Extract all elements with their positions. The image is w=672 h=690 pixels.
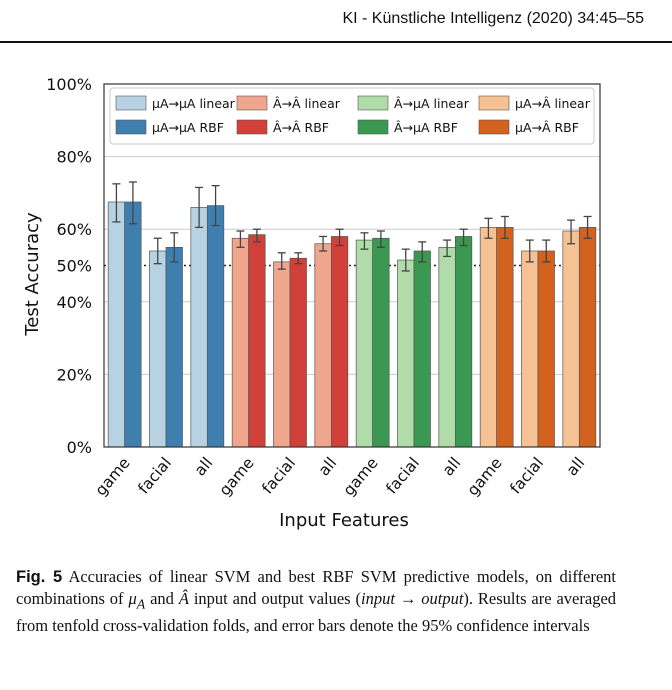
legend-swatch <box>478 95 510 111</box>
caption-symbol-mu-sub: A <box>136 596 146 612</box>
legend-label: Â→μA linear <box>394 96 470 111</box>
y-tick-label: 80% <box>56 148 92 167</box>
legend-label: μA→μA RBF <box>152 120 224 135</box>
figure-caption: Fig. 5 Accuracies of linear SVM and best… <box>16 566 616 637</box>
x-tick-label: facial <box>507 454 548 497</box>
caption-arrow: → <box>399 589 417 608</box>
bar <box>289 257 307 448</box>
y-axis-title: Test Accuracy <box>22 212 43 337</box>
y-tick-label: 0% <box>67 438 92 457</box>
bar <box>496 227 514 448</box>
plot-frame <box>103 83 601 448</box>
bar <box>124 201 142 448</box>
bar <box>454 236 473 448</box>
header-rule <box>0 41 672 43</box>
bar <box>248 234 266 448</box>
caption-symbol-mu: μ <box>128 589 137 608</box>
y-tick-label: 20% <box>56 365 92 384</box>
x-tick-label: all <box>563 454 588 479</box>
error-bars-layer <box>112 181 592 272</box>
bar <box>330 236 349 448</box>
legend-label: Â→Â RBF <box>273 120 329 135</box>
x-tick-label: facial <box>135 454 176 497</box>
bar <box>562 230 580 448</box>
caption-text-3: input and output values ( <box>193 589 361 608</box>
bar <box>165 247 183 448</box>
bar <box>206 205 225 448</box>
legend-swatch <box>236 95 268 111</box>
journal-reference: KI - Künstliche Intelligenz (2020) 34:45… <box>342 10 644 27</box>
legend-swatch <box>236 119 268 135</box>
legend-label: μA→Â RBF <box>515 120 579 135</box>
legend-label: μA→Â linear <box>515 96 591 111</box>
legend: μA→μA linear μA→μA RBF Â→Â linear Â→Â RBF Â→… <box>109 87 595 145</box>
y-tick-label: 60% <box>56 220 92 239</box>
x-tick-label: game <box>216 454 258 499</box>
bar <box>273 261 291 448</box>
bar <box>537 250 555 448</box>
legend-swatch <box>357 95 389 111</box>
legend-swatch <box>357 119 389 135</box>
caption-input-word: input <box>361 589 395 608</box>
bar <box>578 227 597 448</box>
x-tick-label: game <box>92 454 134 499</box>
legend-box <box>109 87 595 145</box>
bar-chart: 0%20%40%50%60%80%100%game facial all game fa… <box>22 75 601 531</box>
caption-text-2: and <box>150 589 174 608</box>
bar <box>149 250 167 448</box>
legend-label: Â→Â linear <box>273 96 341 111</box>
y-tick-label: 50% <box>56 257 92 276</box>
bar <box>107 201 126 448</box>
figure-label: Fig. 5 <box>16 568 63 586</box>
x-axis-title: Input Features <box>279 510 409 531</box>
caption-output-word: output <box>421 589 464 608</box>
x-tick-label: all <box>315 454 340 479</box>
x-tick-label: game <box>340 454 382 499</box>
bar <box>438 247 456 448</box>
bar <box>372 237 390 448</box>
legend-label: μA→μA linear <box>152 96 236 111</box>
bar <box>190 207 208 448</box>
bar <box>231 237 250 448</box>
bar <box>413 250 431 448</box>
x-tick-label: facial <box>259 454 300 497</box>
caption-text-4: ). Results are averaged from tenfold cro… <box>16 589 617 636</box>
bar <box>397 259 415 448</box>
bar <box>314 243 332 448</box>
y-tick-label: 40% <box>56 293 92 312</box>
bar <box>479 227 498 448</box>
bar <box>355 239 374 448</box>
page-header: KI - Künstliche Intelligenz (2020) 34:45… <box>0 0 672 44</box>
bars-layer <box>107 201 597 448</box>
legend-label: Â→μA RBF <box>394 120 458 135</box>
x-tick-label: all <box>191 454 216 479</box>
x-tick-label: game <box>464 454 506 499</box>
legend-swatch <box>115 95 147 111</box>
x-tick-label: facial <box>383 454 424 497</box>
legend-swatch <box>115 119 147 135</box>
y-tick-label: 100% <box>46 75 92 94</box>
x-tick-label: all <box>439 454 464 479</box>
legend-swatch <box>478 119 510 135</box>
bar <box>521 250 539 448</box>
caption-symbol-a: Â <box>178 589 189 608</box>
caption-text-1: Accuracies of linear SVM and best RBF SV… <box>16 567 616 608</box>
